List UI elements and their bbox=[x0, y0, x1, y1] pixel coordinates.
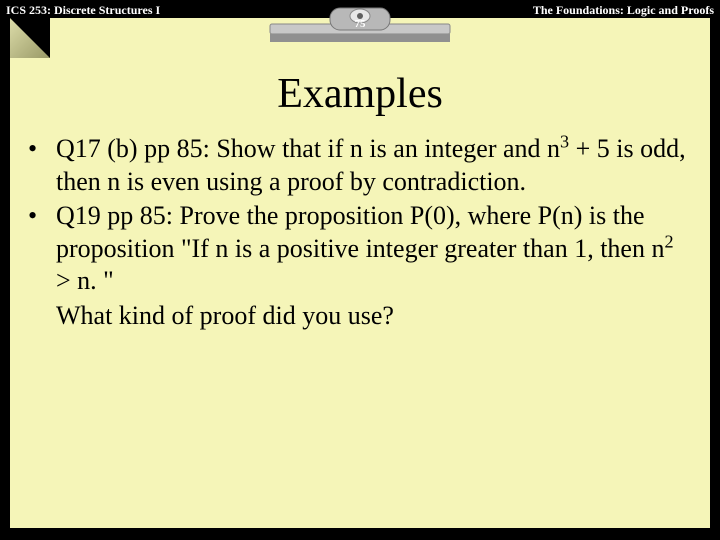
bullet-prefix: Q19 pp 85: bbox=[56, 201, 180, 230]
bullet-prefix: Q17 (b) pp 85: bbox=[56, 134, 216, 163]
trailing-text: What kind of proof did you use? bbox=[56, 300, 692, 333]
bullet-item: • Q17 (b) pp 85: Show that if n is an in… bbox=[28, 133, 692, 198]
header-right-text: The Foundations: Logic and Proofs bbox=[533, 3, 714, 18]
bullet-marker: • bbox=[28, 133, 56, 198]
bullet-marker: • bbox=[28, 200, 56, 298]
header-left-text: ICS 253: Discrete Structures I bbox=[6, 3, 160, 18]
slide-card: ICS 253: Discrete Structures I The Found… bbox=[10, 18, 710, 528]
bullet-text: Q19 pp 85: Prove the proposition P(0), w… bbox=[56, 200, 692, 298]
clipboard-icon bbox=[260, 6, 460, 59]
page-number: 75 bbox=[355, 18, 366, 30]
slide-title: Examples bbox=[10, 70, 710, 118]
bullet-text: Q17 (b) pp 85: Show that if n is an inte… bbox=[56, 133, 692, 198]
slide-content: • Q17 (b) pp 85: Show that if n is an in… bbox=[28, 133, 692, 332]
bullet-item: • Q19 pp 85: Prove the proposition P(0),… bbox=[28, 200, 692, 298]
